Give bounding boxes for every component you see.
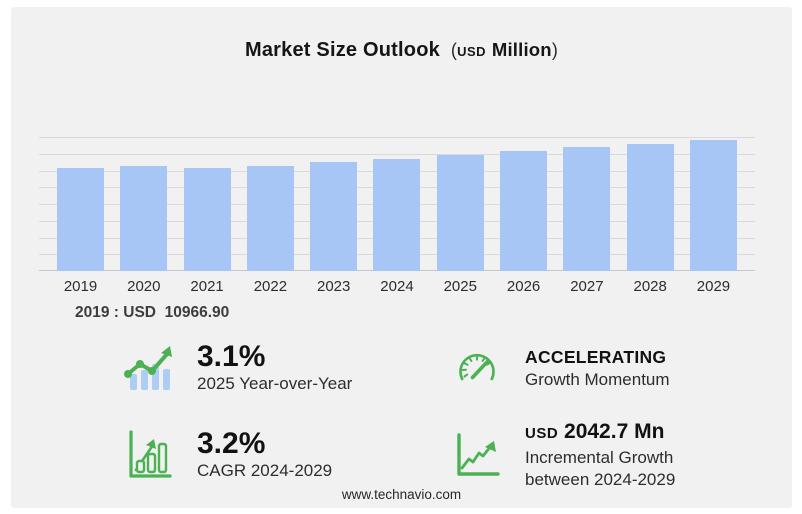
x-tick-2025: 2025 bbox=[443, 278, 477, 295]
bar-2028 bbox=[626, 143, 674, 271]
x-tick-2026: 2026 bbox=[506, 278, 541, 295]
stat-label-cagr: CAGR 2024-2029 bbox=[197, 461, 333, 480]
stats-grid: 3.1% 2025 Year-over-Year bbox=[123, 341, 772, 491]
title-paren-close: ) bbox=[551, 40, 559, 60]
stat-incremental: USD 2042.7 Mn Incremental Growth between… bbox=[451, 419, 772, 491]
bar-2025 bbox=[436, 155, 484, 271]
plot-area bbox=[39, 137, 755, 271]
bar-2019 bbox=[57, 168, 104, 271]
x-tick-2020: 2020 bbox=[127, 278, 161, 295]
stat-yoy: 3.1% 2025 Year-over-Year bbox=[123, 341, 451, 395]
bar-2020 bbox=[120, 165, 168, 271]
stat-momentum: ACCELERATING Growth Momentum bbox=[451, 341, 772, 395]
stat-label-momentum: Growth Momentum bbox=[525, 370, 670, 389]
title-currency: USD bbox=[457, 44, 487, 59]
stat-value-incremental: USD 2042.7 Mn bbox=[525, 419, 675, 447]
title-main: Market Size Outlook bbox=[244, 39, 440, 61]
stat-value-cagr: 3.2% bbox=[197, 427, 266, 460]
bars bbox=[39, 137, 755, 271]
gauge-icon bbox=[451, 348, 503, 388]
gridline bbox=[39, 153, 755, 155]
x-tick-2028: 2028 bbox=[633, 278, 667, 295]
gridline bbox=[39, 137, 755, 138]
title-unit: Million bbox=[491, 39, 552, 60]
bar-2024 bbox=[373, 158, 421, 271]
outlined-bar-growth-icon bbox=[123, 430, 175, 480]
page-title: Market Size Outlook (USD Million) bbox=[11, 35, 792, 67]
x-tick-2022: 2022 bbox=[253, 278, 288, 295]
x-tick-2023: 2023 bbox=[317, 278, 351, 295]
stat-value-momentum: ACCELERATING bbox=[525, 347, 667, 367]
stat-label-incremental-line2: between 2024-2029 bbox=[525, 470, 676, 489]
stat-cagr: 3.2% CAGR 2024-2029 bbox=[123, 419, 451, 491]
x-tick-2029: 2029 bbox=[696, 278, 731, 295]
bar-chart: 2019 2020 2021 2022 2023 2024 2025 2026 2027 2028… bbox=[39, 137, 755, 295]
stat-amount-incremental: 2042.7 Mn bbox=[564, 420, 665, 443]
title-paren-open: ( bbox=[445, 40, 458, 60]
bar-2023 bbox=[310, 161, 358, 271]
infographic-card: Market Size Outlook (USD Million) 2019 20… bbox=[11, 7, 792, 508]
x-tick-2027: 2027 bbox=[570, 278, 604, 295]
stat-label-incremental-line1: Incremental Growth bbox=[525, 448, 674, 467]
bar-2021 bbox=[183, 168, 231, 271]
bar-2026 bbox=[500, 151, 548, 271]
line-chart-icon bbox=[451, 431, 503, 479]
x-tick-2021: 2021 bbox=[190, 278, 224, 295]
x-tick-2024: 2024 bbox=[380, 278, 414, 295]
stat-value-yoy: 3.1% bbox=[197, 340, 266, 373]
stat-currency-incremental: USD bbox=[525, 425, 559, 442]
x-tick-2019: 2019 bbox=[63, 278, 98, 295]
bar-2029 bbox=[689, 139, 737, 271]
trend-bars-icon bbox=[123, 344, 175, 392]
bar-2022 bbox=[246, 165, 294, 271]
bar-2027 bbox=[563, 147, 611, 271]
base-year-value: 2019 : USD 10966.90 bbox=[75, 304, 230, 321]
stat-label-yoy: 2025 Year-over-Year bbox=[197, 374, 353, 393]
website-url: www.technavio.com bbox=[341, 487, 462, 502]
x-axis-labels: 2019 2020 2021 2022 2023 2024 2025 2026 2027 2028… bbox=[39, 278, 755, 295]
